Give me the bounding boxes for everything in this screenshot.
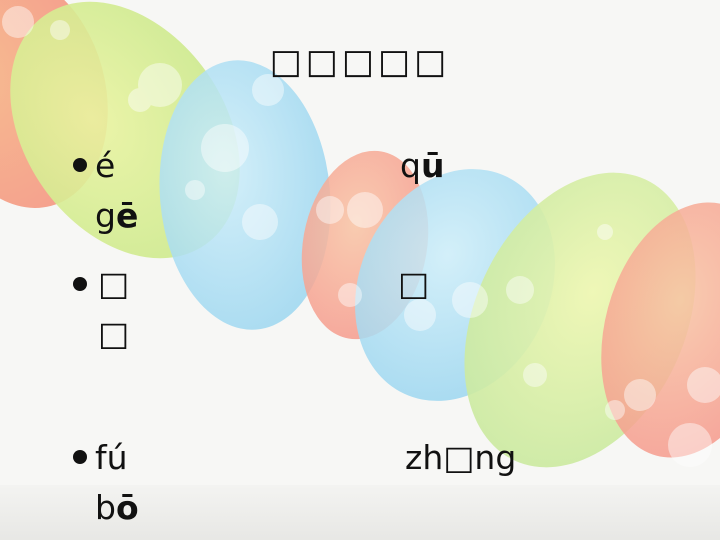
left-item-3-line-2: bō: [95, 488, 139, 527]
right-item-3: zh□ng: [405, 438, 517, 477]
bullet-dot: [73, 277, 87, 291]
right-item-1: qū: [400, 146, 445, 185]
right-item-2: □: [398, 264, 430, 303]
left-item-2-line-1: □: [98, 264, 130, 303]
bullet-dot: [73, 158, 87, 172]
left-item-1-line-2: gē: [95, 196, 139, 235]
bullet-dot: [73, 450, 87, 464]
slide-title: □□□□□: [269, 42, 451, 82]
left-item-2-line-2: □: [98, 314, 130, 353]
left-item-1-line-1: é: [95, 146, 116, 185]
left-item-3-line-1: fú: [95, 438, 128, 477]
bottom-band: [0, 485, 720, 540]
